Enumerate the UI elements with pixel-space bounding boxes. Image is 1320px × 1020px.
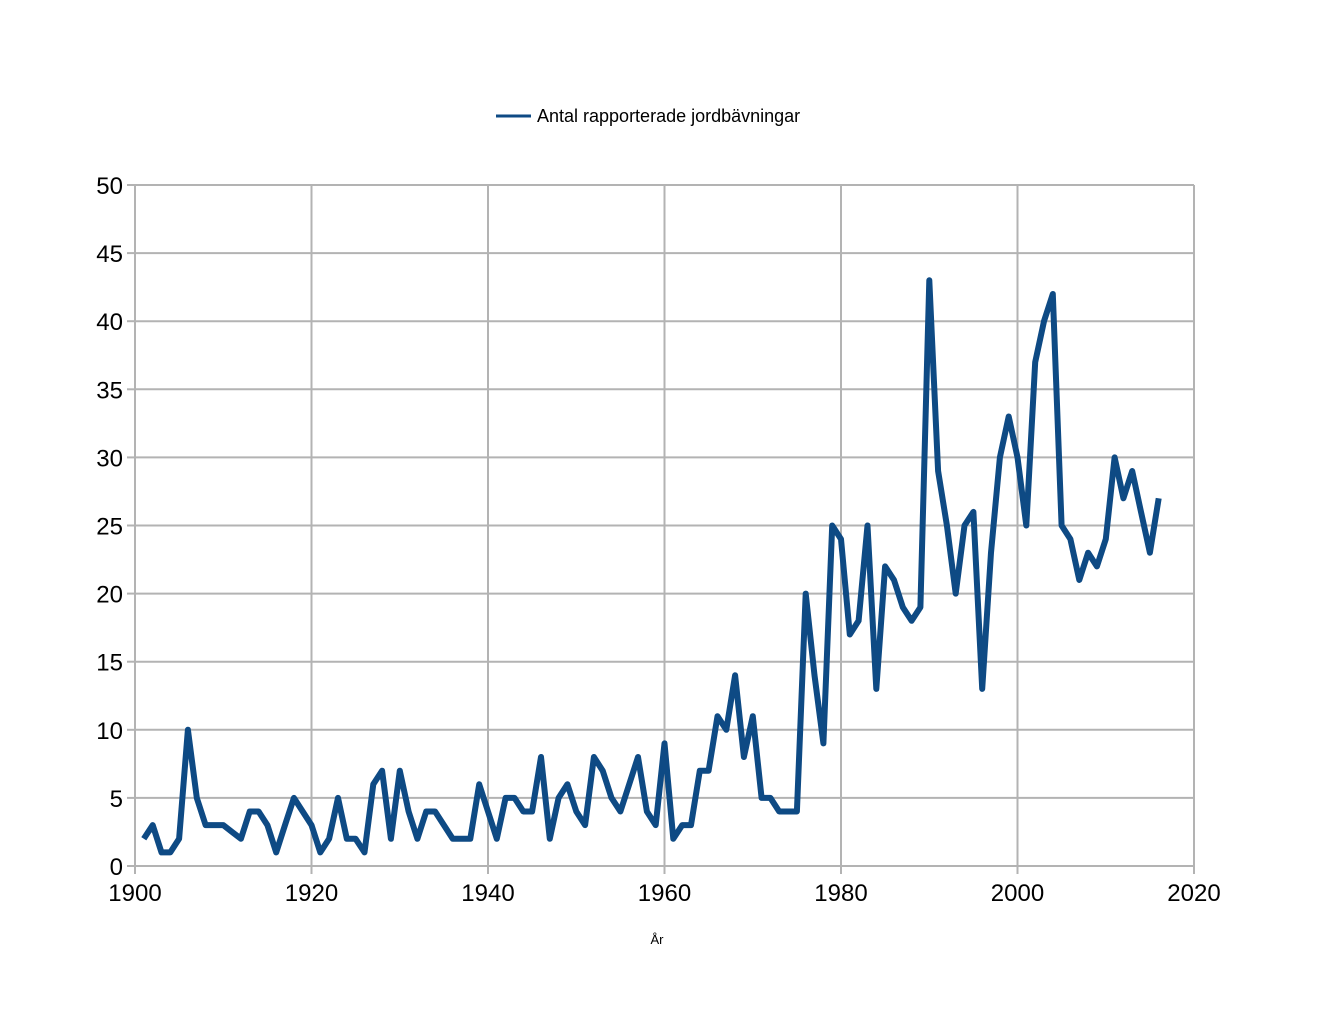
legend: Antal rapporterade jordbävningar [496,106,800,126]
x-tick-label: 1940 [461,880,514,907]
x-axis-title: År [651,932,665,947]
y-axis-ticks: 0 5 10 15 20 25 30 35 40 45 50 [96,173,135,881]
x-axis-ticks: 1900 1920 1940 1960 1980 2000 2020 [108,866,1221,907]
y-tick-label: 10 [96,718,123,745]
x-tick-label: 1900 [108,880,161,907]
y-tick-label: 15 [96,650,123,677]
y-tick-label: 20 [96,582,123,609]
y-tick-label: 25 [96,514,123,541]
y-tick-label: 0 [110,854,123,881]
y-tick-label: 30 [96,445,123,472]
y-tick-label: 50 [96,173,123,200]
grid [134,184,1195,867]
x-tick-label: 2000 [991,880,1044,907]
x-tick-label: 2020 [1167,880,1220,907]
x-tick-label: 1920 [285,880,338,907]
legend-label: Antal rapporterade jordbävningar [537,106,800,126]
x-tick-label: 1980 [814,880,867,907]
y-tick-label: 5 [110,786,123,813]
series-line [141,277,1162,856]
y-tick-label: 40 [96,309,123,336]
y-tick-label: 45 [96,241,123,268]
x-tick-label: 1960 [638,880,691,907]
series [141,277,1162,856]
y-tick-label: 35 [96,377,123,404]
